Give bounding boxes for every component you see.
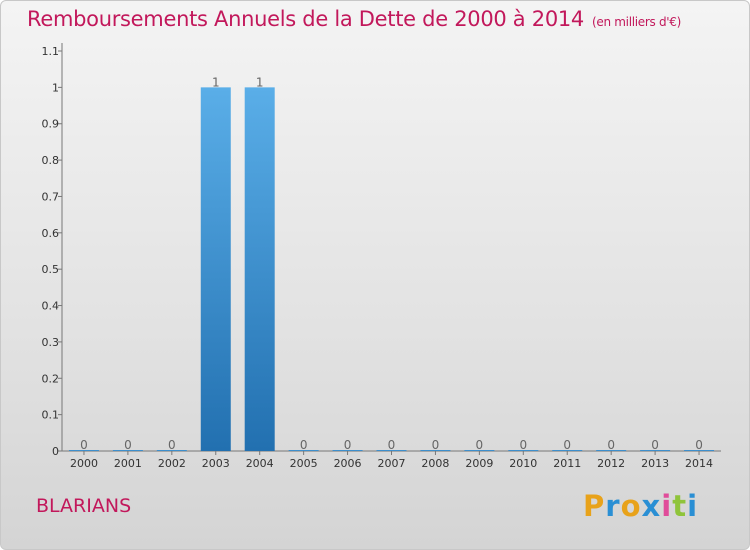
y-tick-label: 0.6 [42, 227, 60, 240]
x-tick-label: 2011 [553, 457, 581, 470]
y-tick-label: 0.9 [42, 118, 60, 131]
data-label: 0 [476, 438, 484, 452]
data-label: 0 [300, 438, 308, 452]
x-tick-label: 2013 [641, 457, 669, 470]
data-label: 0 [695, 438, 703, 452]
bar [596, 450, 627, 451]
logo-letter: P [583, 489, 606, 523]
bar [288, 450, 319, 451]
bar [464, 450, 495, 451]
bar [244, 87, 275, 451]
logo-letter: t [672, 489, 688, 523]
x-tick-label: 2004 [246, 457, 274, 470]
chart-unit: (en milliers d'€) [592, 15, 682, 29]
y-tick-label: 1.1 [42, 45, 60, 58]
bar [640, 450, 671, 451]
y-tick-label: 0.4 [42, 300, 60, 313]
x-tick-label: 2003 [202, 457, 230, 470]
x-tick-label: 2001 [114, 457, 142, 470]
bar [376, 450, 407, 451]
data-label: 0 [432, 438, 440, 452]
bar [68, 450, 99, 451]
x-tick-label: 2009 [465, 457, 493, 470]
y-tick-label: 0.8 [42, 154, 60, 167]
logo-letter: i [661, 489, 673, 523]
proxiti-logo: Proxiti [583, 489, 698, 523]
x-tick-label: 2007 [378, 457, 406, 470]
bar [112, 450, 143, 451]
x-tick-label: 2005 [290, 457, 318, 470]
data-label: 0 [388, 438, 396, 452]
logo-letter: o [620, 489, 642, 523]
chart-title: Remboursements Annuels de la Dette de 20… [27, 7, 681, 31]
bar [156, 450, 187, 451]
y-tick-label: 0.2 [42, 372, 60, 385]
bar [420, 450, 451, 451]
data-label: 0 [563, 438, 571, 452]
x-tick-label: 2010 [509, 457, 537, 470]
y-tick-label: 0.7 [42, 190, 60, 203]
logo-letter: r [605, 489, 621, 523]
x-tick-label: 2008 [421, 457, 449, 470]
x-tick-label: 2012 [597, 457, 625, 470]
bar [684, 450, 715, 451]
data-label: 0 [344, 438, 352, 452]
bar [552, 450, 583, 451]
y-tick-label: 0.5 [42, 263, 60, 276]
x-tick-label: 2006 [334, 457, 362, 470]
y-tick-label: 0.1 [42, 409, 60, 422]
data-label: 1 [256, 75, 264, 89]
logo-letter: x [641, 489, 662, 523]
y-tick-label: 0 [52, 445, 59, 458]
commune-name: BLARIANS [36, 495, 132, 517]
data-label: 1 [212, 75, 220, 89]
x-tick-label: 2000 [70, 457, 98, 470]
chart-title-text: Remboursements Annuels de la Dette de 20… [27, 7, 584, 31]
data-label: 0 [651, 438, 659, 452]
x-tick-label: 2014 [685, 457, 713, 470]
bar [200, 87, 231, 451]
data-label: 0 [519, 438, 527, 452]
bar [332, 450, 363, 451]
bar [508, 450, 539, 451]
data-label: 0 [168, 438, 176, 452]
data-label: 0 [124, 438, 132, 452]
logo-letter: i [687, 489, 699, 523]
y-tick-label: 0.3 [42, 336, 60, 349]
y-tick-label: 1 [52, 81, 59, 94]
data-label: 0 [80, 438, 88, 452]
data-label: 0 [607, 438, 615, 452]
x-tick-label: 2002 [158, 457, 186, 470]
